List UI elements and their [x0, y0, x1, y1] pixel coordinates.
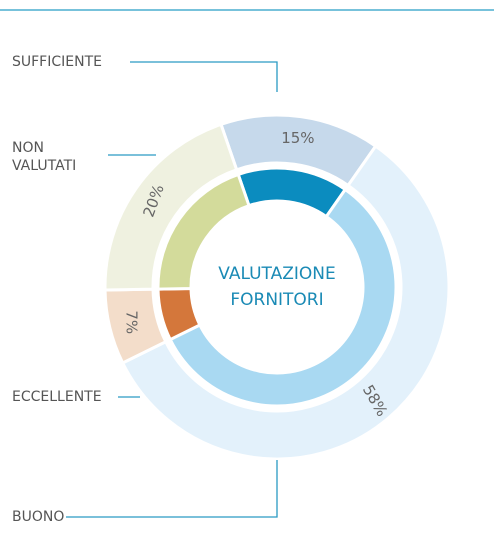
category-label: ECCELLENTE	[12, 389, 102, 405]
leader-line	[130, 61, 278, 92]
category-label: NON VALUTATI	[12, 140, 76, 174]
center-title: FORNITORI	[230, 290, 323, 310]
label-line: NON	[12, 140, 44, 156]
value-label: 15%	[281, 129, 314, 147]
label-line: VALUTATI	[12, 158, 76, 174]
inner-segment	[168, 187, 398, 408]
outer-segment	[103, 122, 239, 292]
outer-segment	[120, 144, 451, 461]
category-label: BUONO	[12, 509, 64, 525]
category-label: SUFFICIENTE	[12, 54, 102, 70]
leader-line	[66, 460, 278, 518]
center-title: VALUTAZIONE	[218, 264, 335, 284]
value-label: 7%	[123, 310, 141, 334]
inner-segment	[156, 172, 251, 291]
